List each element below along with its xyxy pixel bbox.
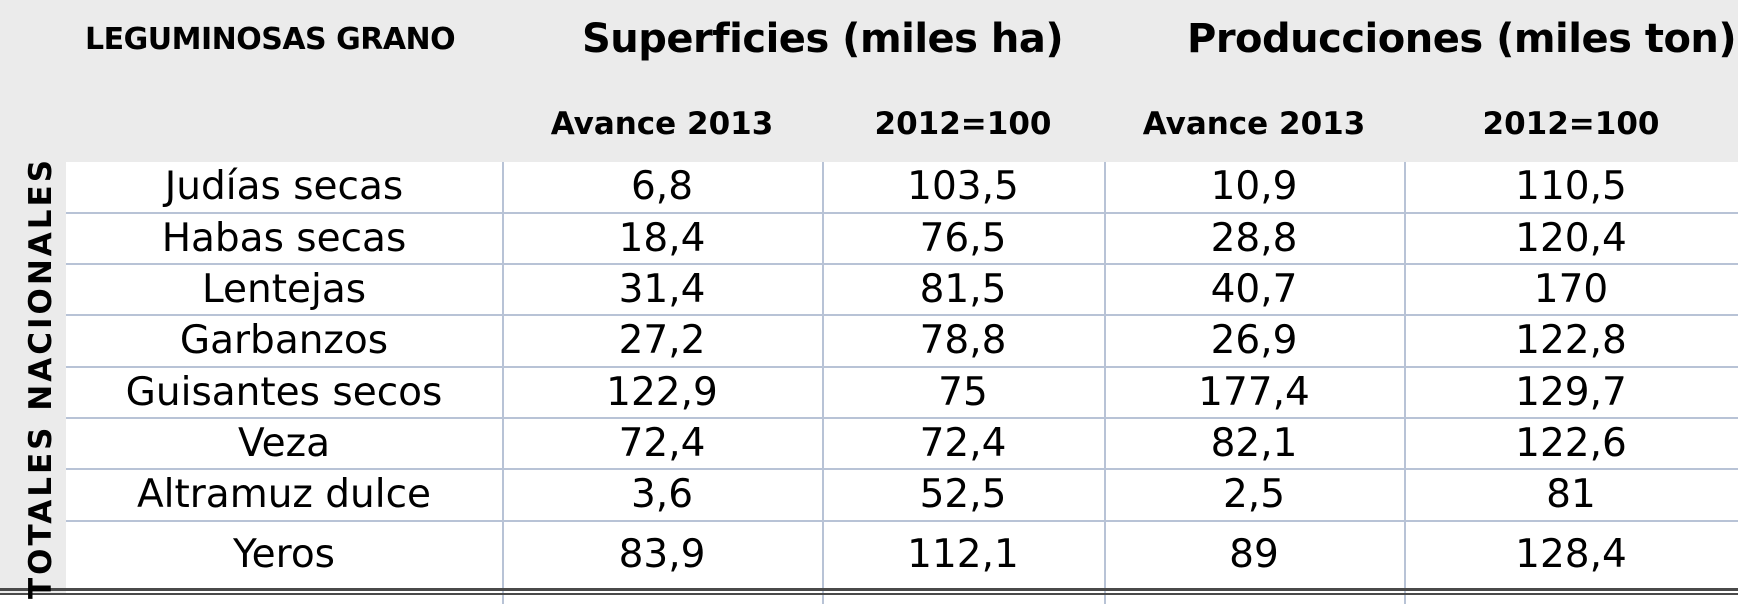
row-divider <box>66 417 1738 419</box>
row-name-cell: Judías secas <box>164 164 404 209</box>
production-index-cell: 128,4 <box>1515 532 1627 577</box>
row-name-cell: Garbanzos <box>179 318 389 363</box>
production-avance-cell: 177,4 <box>1198 370 1310 415</box>
row-divider <box>66 468 1738 470</box>
surface-index-cell: 78,8 <box>919 318 1007 363</box>
table-bottom-rule <box>0 593 1738 595</box>
surface-index-cell: 72,4 <box>919 421 1007 466</box>
row-divider <box>66 366 1738 368</box>
column-divider <box>1104 162 1106 604</box>
surfaces-group-header: Superficies (miles ha) <box>582 16 1064 62</box>
production-index-cell: 120,4 <box>1515 216 1627 261</box>
production-avance-cell: 10,9 <box>1210 164 1298 209</box>
column-divider <box>822 162 824 604</box>
production-avance-cell: 82,1 <box>1210 421 1298 466</box>
production-avance-cell: 40,7 <box>1210 267 1298 312</box>
production-avance-cell: 2,5 <box>1222 472 1286 517</box>
surface-index-cell: 112,1 <box>907 532 1019 577</box>
row-name-cell: Altramuz dulce <box>136 472 432 517</box>
surface-avance-cell: 83,9 <box>618 532 706 577</box>
row-divider <box>66 212 1738 214</box>
header-band <box>0 0 1738 162</box>
surfaces-index-header: 2012=100 <box>874 106 1052 142</box>
surface-avance-cell: 122,9 <box>606 370 718 415</box>
row-divider <box>66 263 1738 265</box>
row-divider <box>66 520 1738 522</box>
surface-avance-cell: 18,4 <box>618 216 706 261</box>
surface-avance-cell: 27,2 <box>618 318 706 363</box>
production-index-cell: 129,7 <box>1515 370 1627 415</box>
surface-avance-cell: 72,4 <box>618 421 706 466</box>
surface-index-cell: 75 <box>938 370 988 415</box>
surface-avance-cell: 6,8 <box>630 164 694 209</box>
surface-index-cell: 52,5 <box>919 472 1007 517</box>
surface-index-cell: 76,5 <box>919 216 1007 261</box>
row-name-cell: Guisantes secos <box>125 370 443 415</box>
column-divider <box>1404 162 1406 604</box>
production-avance-cell: 89 <box>1229 532 1279 577</box>
productions-index-header: 2012=100 <box>1482 106 1660 142</box>
row-name-cell: Habas secas <box>161 216 407 261</box>
row-group-label-text: TOTALES NACIONALES <box>23 156 59 600</box>
row-divider <box>66 314 1738 316</box>
surface-index-cell: 81,5 <box>919 267 1007 312</box>
surface-avance-cell: 3,6 <box>630 472 694 517</box>
column-divider <box>502 162 504 604</box>
corner-title: LEGUMINOSAS GRANO <box>85 22 456 57</box>
surface-avance-cell: 31,4 <box>618 267 706 312</box>
production-avance-cell: 26,9 <box>1210 318 1298 363</box>
production-avance-cell: 28,8 <box>1210 216 1298 261</box>
productions-group-header: Producciones (miles ton) <box>1187 16 1737 62</box>
productions-avance-header: Avance 2013 <box>1142 106 1366 142</box>
production-index-cell: 122,6 <box>1515 421 1627 466</box>
production-index-cell: 81 <box>1546 472 1596 517</box>
production-index-cell: 170 <box>1533 267 1609 312</box>
production-index-cell: 122,8 <box>1515 318 1627 363</box>
surface-index-cell: 103,5 <box>907 164 1019 209</box>
surfaces-avance-header: Avance 2013 <box>550 106 774 142</box>
row-name-cell: Yeros <box>233 532 335 577</box>
table-bottom-rule <box>0 588 1738 591</box>
row-name-cell: Lentejas <box>201 267 367 312</box>
row-name-cell: Veza <box>237 421 330 466</box>
production-index-cell: 110,5 <box>1515 164 1627 209</box>
row-group-band <box>0 162 66 594</box>
